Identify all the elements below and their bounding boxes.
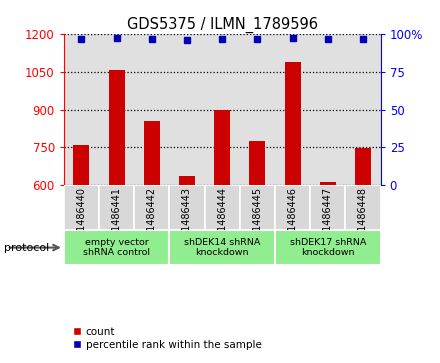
Bar bbox=[240, 34, 275, 184]
Bar bbox=[345, 184, 381, 230]
Text: GSM1486441: GSM1486441 bbox=[112, 187, 121, 252]
Bar bbox=[73, 144, 89, 184]
Text: GSM1486446: GSM1486446 bbox=[288, 187, 297, 252]
Bar bbox=[214, 110, 230, 184]
Bar bbox=[275, 34, 310, 184]
Bar bbox=[249, 141, 265, 184]
Text: shDEK17 shRNA
knockdown: shDEK17 shRNA knockdown bbox=[290, 238, 366, 257]
Bar bbox=[169, 230, 275, 265]
Bar bbox=[144, 121, 160, 184]
Bar bbox=[205, 34, 240, 184]
Title: GDS5375 / ILMN_1789596: GDS5375 / ILMN_1789596 bbox=[127, 17, 318, 33]
Bar bbox=[99, 34, 134, 184]
Text: GSM1486445: GSM1486445 bbox=[253, 187, 262, 252]
Bar bbox=[240, 184, 275, 230]
Bar bbox=[310, 184, 345, 230]
Bar bbox=[64, 230, 169, 265]
Bar bbox=[179, 176, 195, 184]
Legend: count, percentile rank within the sample: count, percentile rank within the sample bbox=[69, 323, 266, 354]
Bar bbox=[205, 184, 240, 230]
Bar bbox=[134, 34, 169, 184]
Text: empty vector
shRNA control: empty vector shRNA control bbox=[83, 238, 150, 257]
Text: shDEK14 shRNA
knockdown: shDEK14 shRNA knockdown bbox=[184, 238, 260, 257]
Bar bbox=[310, 34, 345, 184]
Bar bbox=[275, 230, 381, 265]
Text: GSM1486440: GSM1486440 bbox=[77, 187, 86, 252]
Bar bbox=[345, 34, 381, 184]
Text: GSM1486444: GSM1486444 bbox=[217, 187, 227, 252]
Text: GSM1486442: GSM1486442 bbox=[147, 187, 157, 252]
Text: GSM1486443: GSM1486443 bbox=[182, 187, 192, 252]
Text: GSM1486447: GSM1486447 bbox=[323, 187, 333, 252]
Bar bbox=[355, 147, 371, 184]
Text: protocol: protocol bbox=[4, 242, 50, 253]
Bar bbox=[285, 62, 301, 184]
Bar bbox=[109, 69, 125, 184]
Bar bbox=[134, 184, 169, 230]
Bar bbox=[64, 184, 99, 230]
Bar bbox=[275, 184, 310, 230]
Bar bbox=[99, 184, 134, 230]
Bar bbox=[169, 184, 205, 230]
Bar bbox=[169, 34, 205, 184]
Bar bbox=[320, 182, 336, 184]
Bar bbox=[64, 34, 99, 184]
Text: GSM1486448: GSM1486448 bbox=[358, 187, 368, 252]
